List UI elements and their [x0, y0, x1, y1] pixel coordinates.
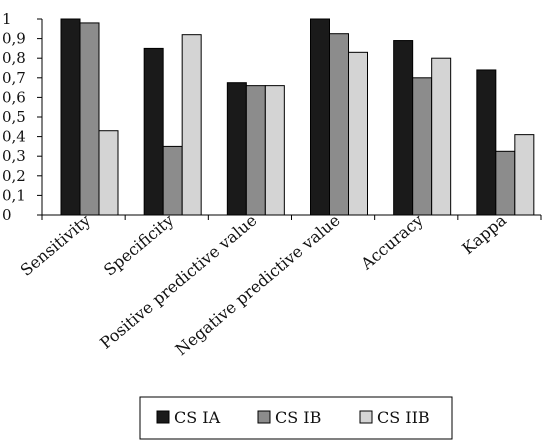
legend: CS IA CS IB CS IIB — [139, 396, 453, 440]
x-tick-label: Specificity — [100, 211, 177, 280]
x-tick-label: Accuracy — [356, 211, 426, 274]
bar-cs-iib — [431, 57, 452, 216]
y-tick-label: 0,7 — [2, 69, 26, 87]
y-axis: 0 0,10,2 0,30,4 0,5 0,60,7 0,80,9 1 — [2, 10, 43, 224]
x-tick-label: Positive predictive value — [96, 211, 260, 353]
legend-label: CS IA — [174, 408, 221, 427]
x-tick-label: Sensitivity — [17, 211, 95, 280]
bar-cs-ia — [143, 47, 164, 216]
y-tick-label: 0,2 — [2, 167, 26, 185]
bar-cs-iib — [514, 134, 535, 216]
y-tick-label: 0,1 — [2, 186, 26, 204]
bar-cs-ib — [79, 22, 100, 216]
legend-swatch — [257, 410, 271, 424]
bar-cs-iib — [264, 85, 285, 216]
bar-cs-ib — [412, 77, 433, 216]
y-tick-label: 0 — [2, 206, 12, 224]
legend-swatch — [156, 410, 170, 424]
legend-swatch — [359, 410, 373, 424]
bar-cs-iib — [98, 130, 119, 216]
bar-cs-ib — [495, 150, 516, 216]
bar-series-group — [60, 18, 535, 216]
bar-cs-ib — [329, 33, 349, 216]
bar-cs-ia — [393, 40, 414, 216]
y-tick-label: 0,6 — [2, 88, 26, 106]
legend-box — [139, 396, 453, 440]
x-tick-label: Kappa — [458, 210, 510, 258]
bar-cs-iib — [348, 51, 368, 216]
y-tick-label: 0,9 — [2, 30, 26, 48]
x-tick-label: Negative predictive value — [172, 211, 344, 360]
bar-cs-ia — [476, 69, 497, 216]
bar-cs-ia — [226, 82, 247, 216]
y-tick-label: 0,5 — [2, 108, 26, 126]
y-tick-label: 0,8 — [2, 49, 26, 67]
bar-cs-ib — [162, 145, 183, 216]
bar-cs-ia — [310, 18, 330, 216]
bar-cs-ia — [60, 18, 81, 216]
bar-cs-ib — [245, 85, 266, 216]
legend-label: CS IIB — [377, 408, 430, 427]
y-tick-label: 1 — [2, 10, 12, 28]
y-tick-label: 0,4 — [2, 128, 26, 146]
y-tick-label: 0,3 — [2, 147, 26, 165]
bar-cs-iib — [181, 34, 202, 216]
legend-label: CS IB — [275, 408, 321, 427]
